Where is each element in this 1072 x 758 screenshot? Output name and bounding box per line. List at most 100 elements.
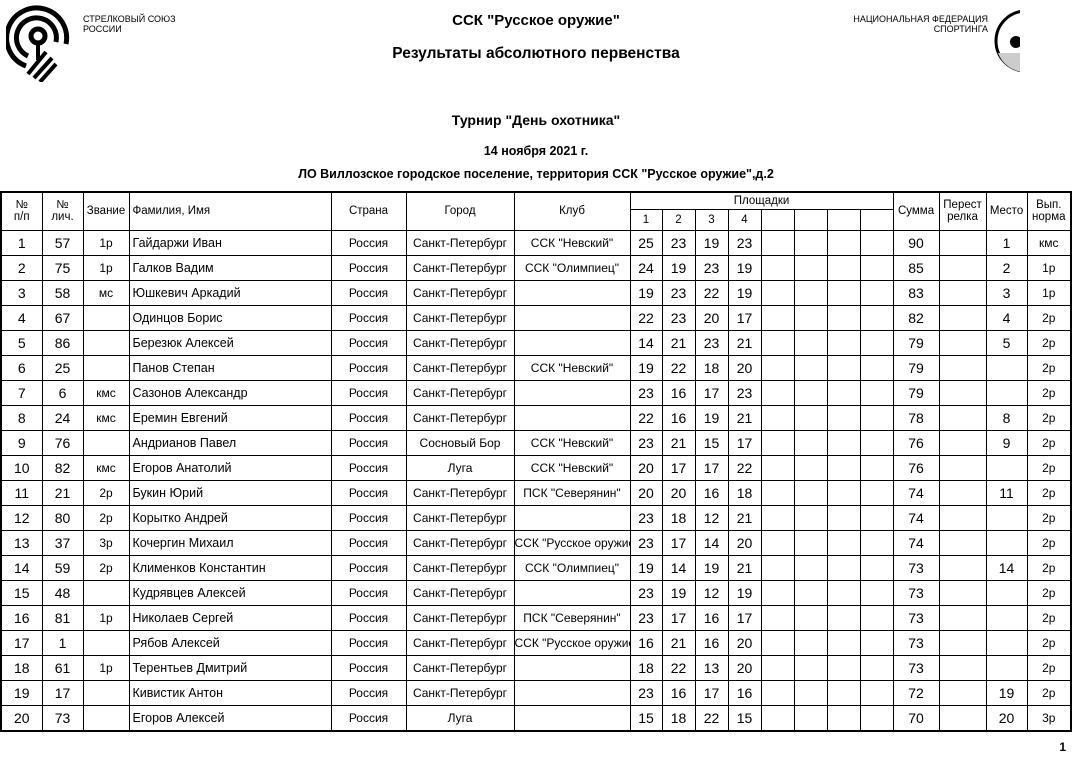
platform-score: 23 — [661, 279, 696, 306]
shootoff — [938, 679, 987, 706]
platform-score — [826, 354, 861, 381]
country: Россия — [330, 429, 407, 456]
norm: 2р — [1026, 429, 1072, 456]
city: Луга — [405, 704, 515, 731]
platform-score: 21 — [727, 554, 762, 581]
rank: 2р — [82, 504, 130, 531]
platform-score: 20 — [727, 529, 762, 556]
platform-score: 18 — [661, 704, 696, 731]
table-row: 3 58 мс Юшкевич Аркадий Россия Санкт-Петербур… — [0, 279, 1072, 306]
place — [985, 354, 1028, 381]
platform-score — [826, 479, 861, 506]
table-row: 12 80 2р Корытко Андрей Россия Санкт-Петербур… — [0, 504, 1072, 531]
norm: 1р — [1026, 279, 1072, 306]
athlete-name: Гайдаржи Иван — [128, 229, 332, 256]
row-number: 15 — [0, 579, 43, 606]
tournament-title: Турнир "День охотника" — [451, 112, 621, 128]
platform-score: 23 — [694, 254, 729, 281]
row-number: 9 — [0, 429, 43, 456]
sum: 73 — [892, 654, 940, 681]
club — [513, 329, 631, 356]
platform-score — [826, 254, 861, 281]
athlete-name: Рябов Алексей — [128, 629, 332, 656]
platform-score — [826, 579, 861, 606]
license-number: 21 — [41, 479, 84, 506]
platform-score — [859, 479, 894, 506]
row-number: 5 — [0, 329, 43, 356]
city: Санкт-Петербург — [405, 529, 515, 556]
table-row: 2 75 1р Галков Вадим Россия Санкт-Петербург СС… — [0, 254, 1072, 281]
platform-score — [793, 654, 828, 681]
shootoff — [938, 429, 987, 456]
platform-score: 16 — [661, 404, 696, 431]
row-number: 18 — [0, 654, 43, 681]
platform-score — [859, 329, 894, 356]
platform-score: 20 — [727, 654, 762, 681]
license-number: 82 — [41, 454, 84, 481]
right-org-line1: НАЦИОНАЛЬНАЯ ФЕДЕРАЦИЯ — [853, 14, 988, 24]
platform-score — [760, 454, 795, 481]
country: Россия — [330, 304, 407, 331]
platform-score — [826, 304, 861, 331]
platform-number-8 — [859, 208, 894, 231]
platform-score: 17 — [694, 454, 729, 481]
platform-score: 20 — [661, 479, 696, 506]
sum: 76 — [892, 454, 940, 481]
platform-score — [793, 579, 828, 606]
country: Россия — [330, 229, 407, 256]
platform-score: 20 — [629, 479, 663, 506]
norm: 2р — [1026, 604, 1072, 631]
athlete-name: Юшкевич Аркадий — [128, 279, 332, 306]
platform-score — [793, 279, 828, 306]
col-license: № лич. — [41, 191, 84, 231]
platform-score — [793, 429, 828, 456]
platform-score — [760, 704, 795, 731]
club-title: ССК "Русское оружие" — [452, 12, 620, 29]
left-org-name: СТРЕЛКОВЫЙ СОЮЗ РОССИИ — [83, 14, 176, 34]
platform-score — [760, 504, 795, 531]
row-number: 13 — [0, 529, 43, 556]
athlete-name: Клименков Константин — [128, 554, 332, 581]
platform-number-3: 3 — [694, 208, 729, 231]
platform-score: 22 — [661, 354, 696, 381]
col-norm: Вып. норма — [1026, 191, 1072, 231]
col-sum: Сумма — [892, 191, 940, 231]
sum: 79 — [892, 354, 940, 381]
shootoff — [938, 704, 987, 731]
shootoff — [938, 604, 987, 631]
shootoff — [938, 254, 987, 281]
platform-score — [859, 504, 894, 531]
country: Россия — [330, 704, 407, 731]
country: Россия — [330, 579, 407, 606]
platform-score — [859, 554, 894, 581]
city: Санкт-Петербург — [405, 254, 515, 281]
platform-score — [760, 404, 795, 431]
platform-score: 19 — [694, 229, 729, 256]
license-number: 58 — [41, 279, 84, 306]
platform-score: 14 — [629, 329, 663, 356]
platform-score: 13 — [694, 654, 729, 681]
platform-score — [826, 529, 861, 556]
platform-score: 19 — [629, 354, 663, 381]
platform-score — [826, 229, 861, 256]
athlete-name: Сазонов Александр — [128, 379, 332, 406]
rank: 1р — [82, 604, 130, 631]
platform-score: 23 — [629, 604, 663, 631]
sum: 74 — [892, 479, 940, 506]
platform-score: 17 — [727, 604, 762, 631]
platform-score: 15 — [629, 704, 663, 731]
club: ССК "Невский" — [513, 354, 631, 381]
platform-score: 18 — [629, 654, 663, 681]
table-row: 20 73 Егоров Алексей Россия Луга 15 18 22 15 70 20… — [0, 704, 1072, 731]
city: Луга — [405, 454, 515, 481]
sum: 90 — [892, 229, 940, 256]
country: Россия — [330, 504, 407, 531]
platform-score: 15 — [727, 704, 762, 731]
license-number: 59 — [41, 554, 84, 581]
platform-score — [760, 579, 795, 606]
place — [985, 504, 1028, 531]
shootoff — [938, 654, 987, 681]
sum: 85 — [892, 254, 940, 281]
sum: 78 — [892, 404, 940, 431]
platform-score — [826, 679, 861, 706]
